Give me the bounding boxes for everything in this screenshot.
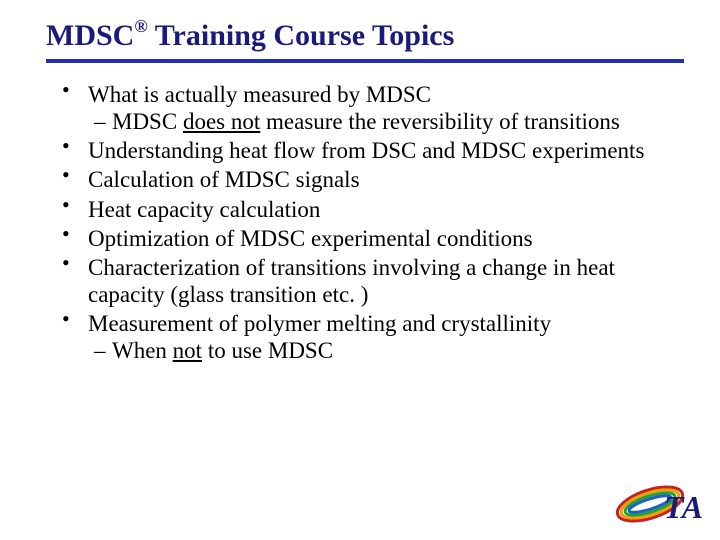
sub-text-post: to use MDSC	[202, 338, 333, 363]
list-item: Optimization of MDSC experimental condit…	[62, 225, 680, 252]
sub-text-underline: not	[173, 338, 202, 363]
sub-list: MDSC does not measure the reversibility …	[88, 108, 680, 135]
list-item: What is actually measured by MDSC MDSC d…	[62, 81, 680, 135]
title-rule	[46, 59, 684, 63]
sub-text-pre: When	[112, 338, 173, 363]
title-suffix: Training Course Topics	[148, 19, 454, 52]
sub-list: When not to use MDSC	[88, 337, 680, 364]
slide-title: MDSC® Training Course Topics	[46, 18, 680, 53]
bullet-text: Calculation of MDSC signals	[88, 167, 360, 192]
list-item: Heat capacity calculation	[62, 196, 680, 223]
bullet-text: Characterization of transitions involvin…	[88, 255, 615, 307]
list-item: Characterization of transitions involvin…	[62, 254, 680, 308]
bullet-list: What is actually measured by MDSC MDSC d…	[46, 81, 680, 364]
sub-text-pre: MDSC	[112, 109, 183, 134]
registered-mark: ®	[134, 16, 147, 36]
bullet-text: Heat capacity calculation	[88, 197, 320, 222]
sub-list-item: When not to use MDSC	[94, 337, 680, 364]
bullet-text: Optimization of MDSC experimental condit…	[88, 226, 533, 251]
sub-text-post: measure the reversibility of transitions	[260, 109, 620, 134]
bullet-text: What is actually measured by MDSC	[88, 82, 431, 107]
list-item: Measurement of polymer melting and cryst…	[62, 310, 680, 364]
sub-text-underline: does not	[183, 109, 260, 134]
sub-list-item: MDSC does not measure the reversibility …	[94, 108, 680, 135]
list-item: Calculation of MDSC signals	[62, 166, 680, 193]
logo-text: TA	[664, 489, 703, 525]
ta-logo: TA	[614, 474, 706, 532]
bullet-text: Understanding heat flow from DSC and MDS…	[88, 138, 644, 163]
bullet-text: Measurement of polymer melting and cryst…	[88, 311, 551, 336]
title-prefix: MDSC	[46, 19, 134, 52]
list-item: Understanding heat flow from DSC and MDS…	[62, 137, 680, 164]
